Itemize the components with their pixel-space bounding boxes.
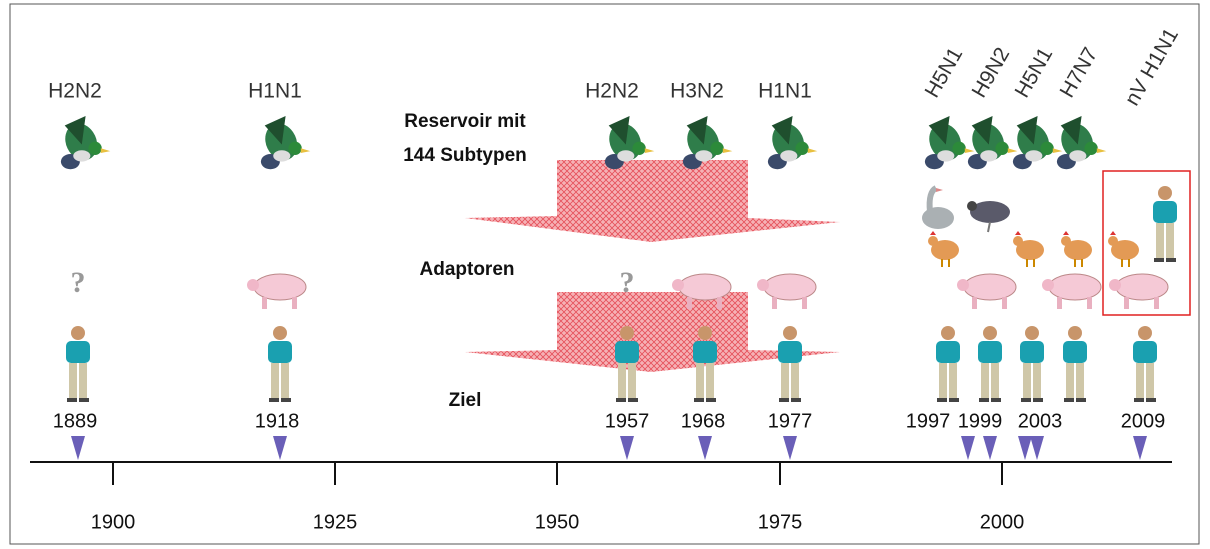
human-icon	[1020, 326, 1044, 402]
event-marker	[273, 436, 287, 460]
event-marker	[1018, 436, 1032, 460]
year-label: 1889	[53, 410, 98, 432]
axis-tick-label: 1975	[758, 511, 803, 533]
year-label: 1999	[958, 410, 1003, 432]
human-icon	[1063, 326, 1087, 402]
subtype-label: H3N2	[670, 80, 724, 103]
human-icon	[936, 326, 960, 402]
chicken-icon	[1107, 230, 1140, 268]
year-label: 1918	[255, 410, 300, 432]
event-marker	[1030, 436, 1044, 460]
reservoir-label: 144 Subtypen	[403, 145, 527, 166]
goose-icon	[922, 188, 954, 229]
axis-tick-label: 1925	[313, 511, 358, 533]
adaptor-label: Adaptoren	[420, 259, 515, 280]
year-label: 2009	[1121, 410, 1166, 432]
human-icon	[778, 326, 802, 402]
event-marker	[783, 436, 797, 460]
question-mark: ?	[620, 266, 635, 299]
year-label: 1997	[906, 410, 951, 432]
pig-icon	[756, 273, 817, 310]
duck-icon	[59, 116, 111, 170]
duck-icon	[1055, 116, 1107, 170]
human-icon	[268, 326, 292, 402]
question-mark: ?	[71, 266, 86, 299]
duck-icon	[923, 116, 975, 170]
duck-icon	[966, 116, 1018, 170]
year-label: 2003	[1018, 410, 1063, 432]
pig-icon	[956, 273, 1017, 310]
event-marker	[983, 436, 997, 460]
event-marker	[71, 436, 85, 460]
year-label: 1957	[605, 410, 650, 432]
human-icon	[978, 326, 1002, 402]
reservoir-arrow	[465, 160, 840, 242]
subtype-label: H1N1	[248, 80, 302, 103]
human-icon	[1133, 326, 1157, 402]
human-icon	[1153, 186, 1177, 262]
highlight-box	[1102, 170, 1191, 316]
event-marker	[1133, 436, 1147, 460]
subtype-label: H1N1	[758, 80, 812, 103]
axis-tick-label: 1950	[535, 511, 580, 533]
bird-icon	[966, 200, 1011, 233]
event-marker	[961, 436, 975, 460]
subtype-label: nV H1N1	[1121, 24, 1184, 109]
chicken-icon	[1012, 230, 1045, 268]
pig-icon	[1108, 273, 1169, 310]
year-label: 1977	[768, 410, 813, 432]
frame	[9, 3, 1200, 545]
chicken-icon	[927, 230, 960, 268]
event-marker	[620, 436, 634, 460]
axis-tick-label: 1900	[91, 511, 136, 533]
adaptor-arrow	[465, 292, 840, 372]
event-marker	[698, 436, 712, 460]
chicken-icon	[1060, 230, 1093, 268]
subtype-label: H2N2	[48, 80, 102, 103]
subtype-label: H5N1	[921, 44, 968, 102]
subtype-label: H9N2	[968, 44, 1015, 102]
pig-icon	[246, 273, 307, 310]
duck-icon	[259, 116, 311, 170]
pig-icon	[1041, 273, 1102, 310]
axis-tick-label: 2000	[980, 511, 1025, 533]
duck-icon	[1011, 116, 1063, 170]
human-icon	[66, 326, 90, 402]
subtype-label: H2N2	[585, 80, 639, 103]
year-label: 1968	[681, 410, 726, 432]
subtype-label: H7N7	[1056, 44, 1103, 102]
reservoir-label: Reservoir mit	[404, 111, 526, 132]
target-label: Ziel	[449, 390, 482, 411]
subtype-label: H5N1	[1011, 44, 1058, 102]
duck-icon	[766, 116, 818, 170]
